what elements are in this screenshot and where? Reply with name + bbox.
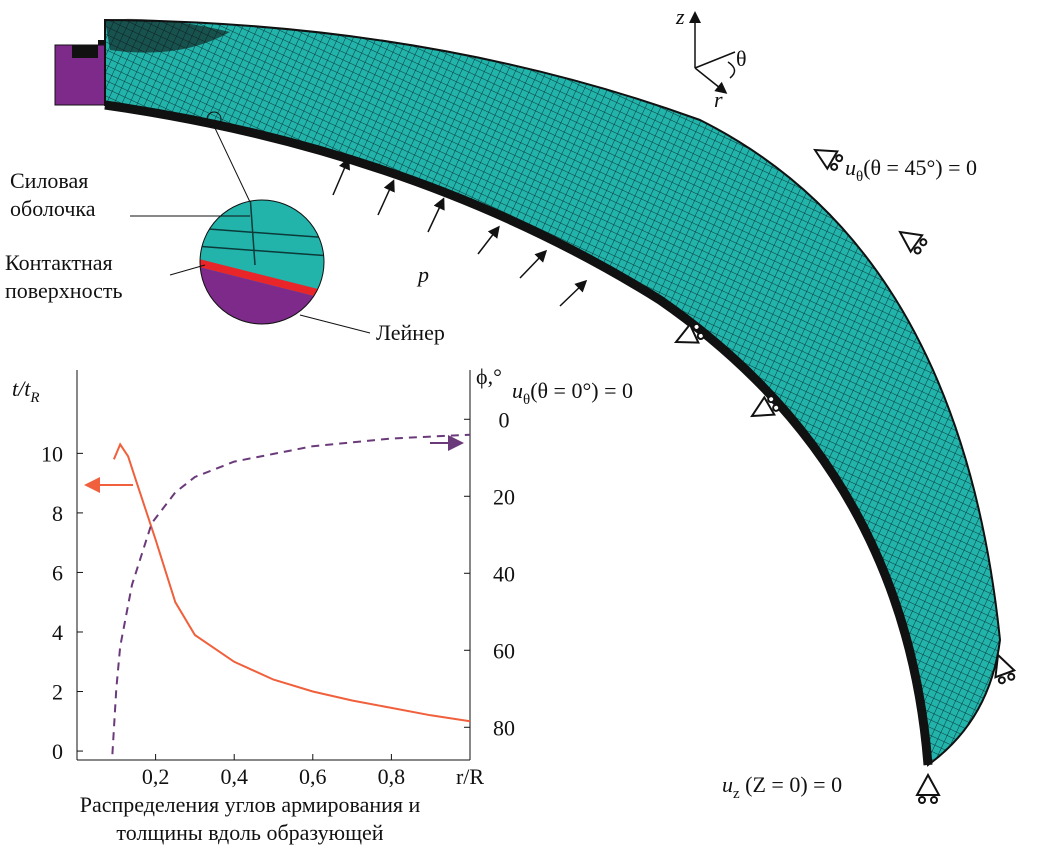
shell-label: оболочка — [10, 196, 96, 221]
r-label: r — [714, 87, 723, 112]
y2-tick-label: 20 — [493, 484, 515, 509]
series-line — [111, 433, 471, 755]
theta-label: θ — [736, 46, 747, 71]
y-tick-label: 0 — [52, 739, 63, 764]
supports — [673, 148, 1017, 804]
z-label: z — [675, 4, 685, 29]
y-axis-label: t/tR — [12, 376, 40, 406]
coordinate-axes — [689, 11, 736, 94]
x-tick-label: 0,8 — [378, 764, 406, 789]
contact-label: поверхность — [5, 278, 123, 303]
x-tick-label: 0,2 — [142, 764, 170, 789]
pressure-arrows — [332, 157, 588, 307]
y-tick-label: 8 — [52, 501, 63, 526]
shell-mesh — [54, 18, 1002, 767]
shell-label: Силовая — [10, 168, 88, 193]
y-tick-label: 6 — [52, 560, 63, 585]
y2-tick-label: 0 — [499, 407, 510, 432]
condition-label: uz (Z = 0) = 0 — [722, 772, 842, 802]
y2-tick-label: 80 — [493, 715, 515, 740]
caption: Распределения углов армирования и — [80, 792, 421, 817]
x-tick-label: 0,6 — [299, 764, 327, 789]
series-line — [112, 442, 471, 723]
x-axis-label: r/R — [456, 764, 484, 789]
y2-axis-label: ϕ,° — [476, 364, 502, 389]
y-tick-label: 10 — [41, 441, 63, 466]
pressure-label: p — [416, 262, 429, 287]
y2-tick-label: 40 — [493, 561, 515, 586]
chart: t/tR ϕ,° r/R Распределения углов армиров… — [12, 364, 515, 845]
caption: толщины вдоль образующей — [116, 820, 383, 845]
y-tick-label: 2 — [52, 680, 63, 705]
y-tick-label: 4 — [52, 620, 63, 645]
liner-label: Лейнер — [376, 320, 445, 345]
x-tick-label: 0,4 — [220, 764, 248, 789]
contact-label: Контактная — [5, 250, 113, 275]
condition-label: uθ(θ = 0°) = 0 — [512, 378, 633, 408]
condition-label: uθ(θ = 45°) = 0 — [845, 155, 977, 185]
y2-tick-label: 60 — [493, 638, 515, 663]
